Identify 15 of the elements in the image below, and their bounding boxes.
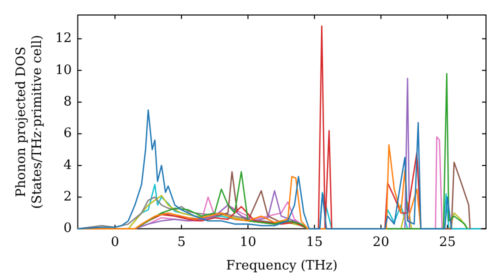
y-tick-label: 4 xyxy=(63,158,72,173)
x-tick-label: 15 xyxy=(306,234,323,250)
y-tick-label: 8 xyxy=(63,94,72,110)
y-tick-label: 0 xyxy=(63,221,72,236)
y-axis-title: Phonon projected DOS (States/THz·primitive cell) xyxy=(14,34,45,209)
x-tick-label: 0 xyxy=(110,234,120,250)
x-tick-label: 10 xyxy=(240,234,256,250)
y-tick-label: 10 xyxy=(55,62,72,78)
x-tick-label: 20 xyxy=(372,234,390,250)
x-tick-label: 5 xyxy=(177,234,186,250)
y-tick-label: 2 xyxy=(63,190,72,204)
y-tick-label: 6 xyxy=(63,126,72,142)
y-tick-label: 12 xyxy=(55,31,72,46)
x-axis-title: Frequency (THz) xyxy=(226,258,338,274)
x-tick-label: 25 xyxy=(439,234,456,250)
